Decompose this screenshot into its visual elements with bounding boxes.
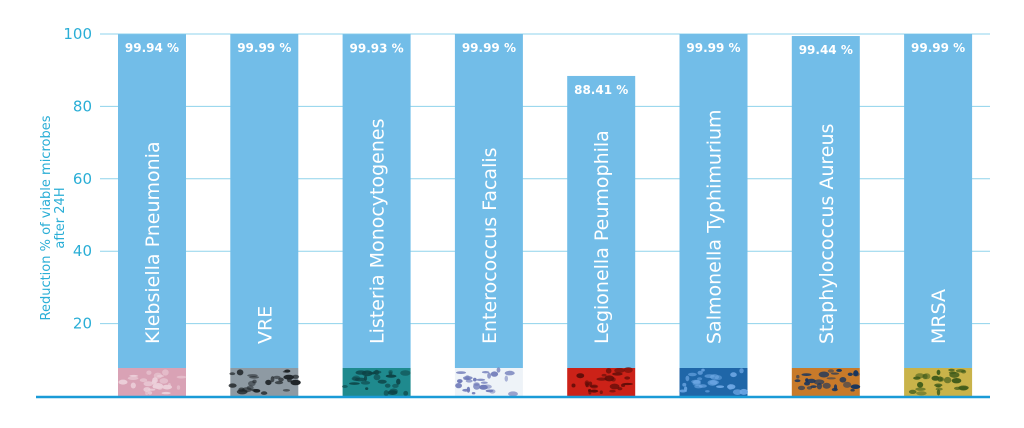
category-label: Enterococcus Facalis [479,147,501,344]
bar-value-label: 99.99 % [237,41,291,55]
y-axis-ticks: 20 40 60 80 100 [63,25,92,333]
bar-group: 99.99 % Salmonella Typhimurium [678,34,748,396]
bar-value-label: 99.94 % [125,41,179,55]
y-tick-label: 20 [73,315,92,333]
bar [118,34,186,369]
y-tick-label: 80 [73,97,92,115]
y-tick-label: 100 [63,25,92,43]
category-label: Staphylococcus Aureus [816,124,838,344]
y-tick-label: 60 [73,170,92,188]
bar-group: 88.41 % Legionella Peumophila [567,75,636,396]
bar-value-label: 99.99 % [462,41,516,55]
bar [342,34,411,369]
microbe-image [791,368,861,396]
microbe-image [904,368,973,396]
bar-group: 99.44 % Staphylococcus Aureus [791,36,861,396]
category-label: Klebsiella Pneumonia [142,141,164,344]
category-label: Listeria Monocytogenes [367,118,389,344]
bar-group: 99.99 % MRSA [904,34,973,396]
bar-group: 99.93 % Listeria Monocytogenes [342,34,411,397]
bar-value-label: 88.41 % [574,83,628,97]
bar-value-label: 99.99 % [911,41,965,55]
bar [679,34,748,369]
bar [791,36,860,369]
microbe-image [454,367,523,397]
category-label: Salmonella Typhimurium [704,109,726,344]
category-label: VRE [254,306,276,344]
microbe-image [342,368,411,397]
microbe-image [118,368,187,396]
bar-group: 99.99 % VRE [228,34,301,396]
bar [904,34,973,369]
bar-value-label: 99.99 % [686,41,740,55]
bar-value-label: 99.93 % [350,41,404,55]
bar [454,34,523,369]
bar [567,75,636,368]
microbe-image [678,368,748,396]
category-label: Legionella Peumophila [591,130,613,344]
microbe-image [567,367,636,396]
bar [230,34,299,369]
y-tick-label: 40 [73,242,92,260]
y-axis-title: Reduction % of viable microbes after 24H [39,115,68,320]
y-axis-title-line1: Reduction % of viable microbes [39,115,54,320]
category-label: MRSA [928,289,950,344]
microbe-image [228,368,301,396]
bar-group: 99.94 % Klebsiella Pneumonia [118,34,187,396]
bar-group: 99.99 % Enterococcus Facalis [454,34,523,397]
bar-value-label: 99.44 % [799,43,853,57]
y-axis-title-line2: after 24H [53,187,68,248]
